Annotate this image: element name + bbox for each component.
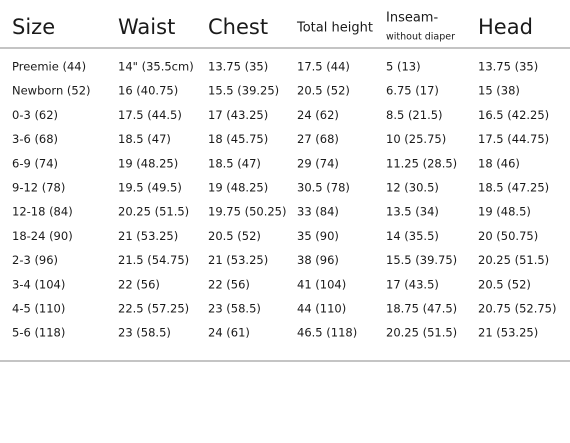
measure-cell: 18 (45.75) (208, 132, 268, 146)
measure-cell: 24 (62) (297, 108, 339, 122)
measure-cell: 33 (84) (297, 205, 339, 219)
measure-cell: 38 (96) (297, 253, 339, 267)
size-cell: 6-9 (74) (12, 156, 58, 170)
measure-cell: 46.5 (118) (297, 326, 357, 340)
size-cell: 3-4 (104) (12, 277, 65, 291)
measure-cell: 11.25 (28.5) (386, 156, 457, 170)
measure-cell: 41 (104) (297, 277, 346, 291)
size-cell: 3-6 (68) (12, 132, 58, 146)
size-cell: 5-6 (118) (12, 326, 65, 340)
size-cell: 4-5 (110) (12, 302, 65, 316)
measure-cell: 12 (30.5) (386, 181, 439, 195)
measure-cell: 18.5 (47.25) (478, 181, 549, 195)
size-cell: 18-24 (90) (12, 229, 73, 243)
measure-cell: 17.5 (44) (297, 60, 350, 74)
measure-cell: 20.75 (52.75) (478, 302, 556, 316)
measure-cell: 10 (25.75) (386, 132, 446, 146)
measure-cell: 5 (13) (386, 60, 421, 74)
measure-cell: 21.5 (54.75) (118, 253, 189, 267)
measure-cell: 20.25 (51.5) (478, 253, 549, 267)
size-cell: 2-3 (96) (12, 253, 58, 267)
measure-cell: 22 (56) (208, 277, 250, 291)
measure-cell: 18.5 (47) (118, 132, 171, 146)
measure-cell: 16.5 (42.25) (478, 108, 549, 122)
measure-cell: 17 (43.5) (386, 277, 439, 291)
measure-cell: 17 (43.25) (208, 108, 268, 122)
column-header: Waist (118, 15, 175, 39)
measure-cell: 27 (68) (297, 132, 339, 146)
measure-cell: 20.5 (52) (208, 229, 261, 243)
measure-cell: 22 (56) (118, 277, 160, 291)
column-header: Inseam- (386, 11, 438, 26)
measure-cell: 20 (50.75) (478, 229, 538, 243)
measure-cell: 20.25 (51.5) (118, 205, 189, 219)
column-header: Chest (208, 15, 268, 39)
measure-cell: 14 (35.5) (386, 229, 439, 243)
measure-cell: 30.5 (78) (297, 181, 350, 195)
measure-cell: 19 (48.25) (208, 181, 268, 195)
size-cell: 12-18 (84) (12, 205, 73, 219)
size-cell: 9-12 (78) (12, 181, 65, 195)
measure-cell: 15 (38) (478, 84, 520, 98)
measure-cell: 23 (58.5) (208, 302, 261, 316)
measure-cell: 13.75 (35) (208, 60, 268, 74)
measure-cell: 19.5 (49.5) (118, 181, 182, 195)
measure-cell: 17.5 (44.75) (478, 132, 549, 146)
measure-cell: 13.5 (34) (386, 205, 439, 219)
measure-cell: 44 (110) (297, 302, 346, 316)
measure-cell: 15.5 (39.75) (386, 253, 457, 267)
measure-cell: 35 (90) (297, 229, 339, 243)
measure-cell: 24 (61) (208, 326, 250, 340)
measure-cell: 21 (53.25) (118, 229, 178, 243)
measure-cell: 19 (48.25) (118, 156, 178, 170)
measure-cell: 13.75 (35) (478, 60, 538, 74)
column-header: Size (12, 15, 55, 39)
measure-cell: 20.25 (51.5) (386, 326, 457, 340)
measure-cell: 29 (74) (297, 156, 339, 170)
size-cell: Preemie (44) (12, 60, 86, 74)
measure-cell: 18.5 (47) (208, 156, 261, 170)
measure-cell: 6.75 (17) (386, 84, 439, 98)
measure-cell: 21 (53.25) (208, 253, 268, 267)
measure-cell: 18 (46) (478, 156, 520, 170)
measure-cell: 16 (40.75) (118, 84, 178, 98)
size-cell: Newborn (52) (12, 84, 91, 98)
measure-cell: 19.75 (50.25) (208, 205, 286, 219)
header-note: without diaper (386, 32, 455, 43)
measure-cell: 17.5 (44.5) (118, 108, 182, 122)
size-cell: 0-3 (62) (12, 108, 58, 122)
measure-cell: 14" (35.5cm) (118, 60, 194, 74)
measure-cell: 21 (53.25) (478, 326, 538, 340)
measure-cell: 23 (58.5) (118, 326, 171, 340)
measure-cell: 8.5 (21.5) (386, 108, 443, 122)
column-header: Total height (296, 21, 373, 36)
measure-cell: 18.75 (47.5) (386, 302, 457, 316)
measure-cell: 22.5 (57.25) (118, 302, 189, 316)
measure-cell: 19 (48.5) (478, 205, 531, 219)
column-header: Head (478, 15, 533, 39)
measure-cell: 15.5 (39.25) (208, 84, 279, 98)
measure-cell: 20.5 (52) (297, 84, 350, 98)
measure-cell: 20.5 (52) (478, 277, 531, 291)
